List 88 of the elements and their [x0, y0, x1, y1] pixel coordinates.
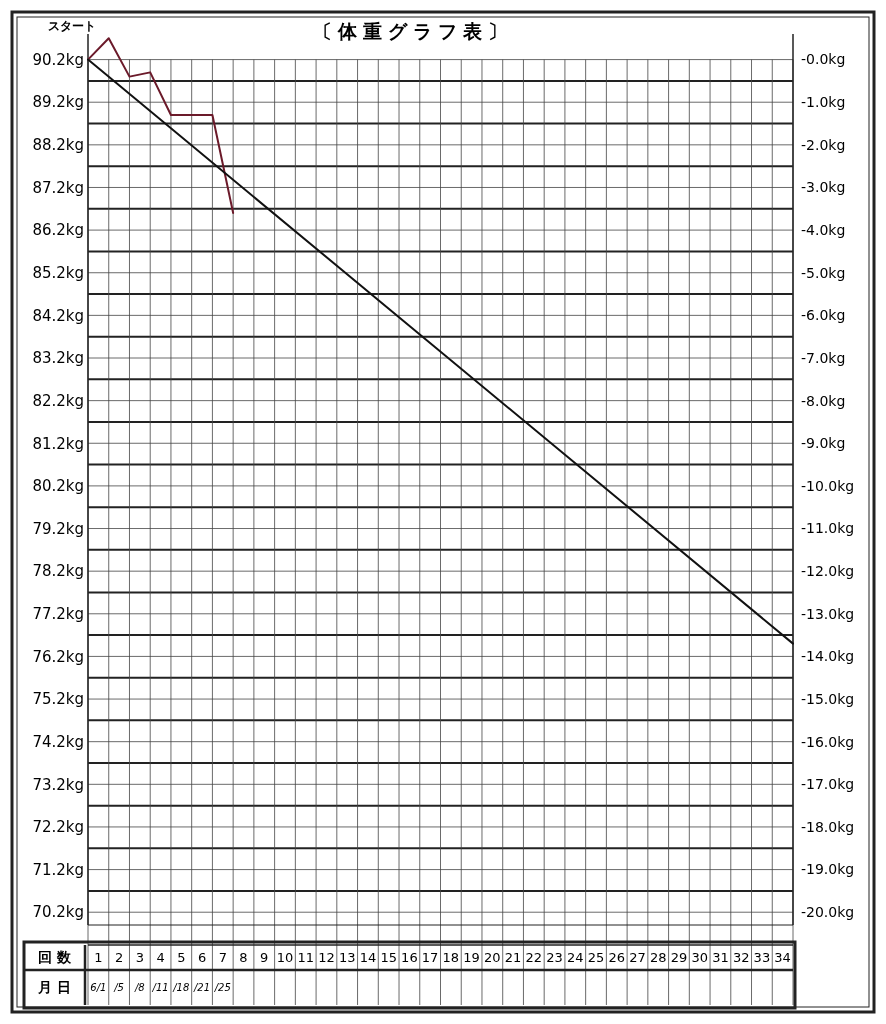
y-tick-label: 76.2kg	[32, 647, 84, 666]
y-tick-label: 73.2kg	[32, 775, 84, 794]
x-tick-label: 33	[753, 950, 771, 966]
x-tick-label: 5	[177, 950, 186, 966]
y-tick-label: 70.2kg	[32, 903, 84, 922]
y-tick-label: 74.2kg	[32, 732, 84, 751]
y2-tick-label: -18.0kg	[801, 818, 855, 835]
x-tick-label: 23	[546, 950, 563, 966]
x-tick-label: 30	[691, 950, 708, 966]
y-tick-label: 86.2kg	[32, 221, 84, 240]
x-tick-label: 20	[484, 950, 501, 966]
x-tick-label: 24	[567, 950, 584, 966]
y-tick-label: 89.2kg	[32, 93, 84, 112]
y-tick-label: 90.2kg	[32, 50, 84, 69]
x-tick-label: 10	[276, 950, 294, 966]
y2-tick-label: -1.0kg	[801, 94, 846, 111]
y2-tick-label: -5.0kg	[801, 264, 846, 281]
y2-tick-label: -10.0kg	[801, 477, 855, 494]
x2-axis-title: 月 日	[37, 979, 71, 996]
x-tick-label: 4	[156, 950, 165, 966]
y2-tick-label: -8.0kg	[801, 392, 846, 409]
y2-tick-label: -3.0kg	[801, 179, 846, 196]
y-tick-label: 75.2kg	[32, 690, 84, 709]
text: /8	[133, 982, 145, 993]
x-tick-label: 21	[504, 950, 522, 966]
y-tick-label: 80.2kg	[32, 477, 84, 496]
y2-tick-label: -0.0kg	[801, 51, 846, 68]
y2-tick-label: -20.0kg	[801, 904, 855, 921]
y2-tick-label: -16.0kg	[801, 733, 855, 750]
y-tick-label: 88.2kg	[32, 136, 84, 155]
y-tick-label: 82.2kg	[32, 391, 84, 410]
y-tick-label: 79.2kg	[32, 519, 84, 538]
text: /18	[172, 982, 190, 993]
y2-tick-label: -9.0kg	[801, 435, 846, 452]
y-tick-label: 85.2kg	[32, 263, 84, 282]
x-tick-label: 1	[94, 950, 103, 966]
x-tick-label: 31	[712, 950, 729, 966]
x-tick-label: 2	[114, 950, 124, 966]
x-tick-label: 19	[463, 950, 480, 966]
x-tick-label: 9	[260, 950, 269, 966]
y2-tick-label: -19.0kg	[801, 861, 855, 878]
x-tick-label: 28	[649, 950, 667, 966]
text: /5	[113, 982, 124, 993]
x-tick-label: 14	[359, 950, 377, 966]
x-tick-label: 13	[338, 950, 356, 966]
x-tick-label: 17	[421, 950, 439, 966]
x-tick-label: 22	[525, 950, 543, 966]
x-tick-label: 11	[297, 950, 314, 966]
line-series	[87, 37, 235, 215]
x-tick-label: 32	[732, 950, 750, 966]
x-tick-label: 15	[380, 950, 397, 966]
x-tick-label: 25	[587, 950, 605, 966]
y2-tick-label: -12.0kg	[801, 563, 855, 580]
text: /21	[193, 982, 211, 993]
y-tick-label: 87.2kg	[32, 178, 84, 197]
x-tick-label: 18	[442, 950, 460, 966]
y-tick-label: 81.2kg	[32, 434, 84, 453]
annotation: スタート	[48, 18, 96, 33]
y-tick-label: 71.2kg	[32, 860, 84, 879]
x-tick-label: 26	[608, 950, 626, 966]
y2-tick-label: -14.0kg	[801, 648, 855, 665]
y2-tick-label: -6.0kg	[801, 307, 846, 324]
y2-tick-label: -2.0kg	[801, 136, 846, 153]
x-tick-label: 16	[401, 950, 418, 966]
y-tick-label: 78.2kg	[32, 562, 84, 581]
text: /11	[151, 982, 169, 993]
x-axis-title: 回 数	[38, 949, 72, 966]
x-tick-label: 12	[318, 950, 335, 966]
x-tick-label: 8	[239, 950, 248, 966]
y-tick-label: 72.2kg	[32, 818, 84, 837]
y-tick-label: 84.2kg	[32, 306, 84, 325]
x-tick-label: 27	[629, 950, 646, 966]
y2-tick-label: -17.0kg	[801, 776, 855, 793]
chart-title: 〔体重グラフ表〕	[313, 20, 513, 42]
x-tick-label: 3	[135, 950, 144, 966]
y2-tick-label: -11.0kg	[801, 520, 855, 537]
y-tick-label: 83.2kg	[32, 349, 84, 368]
y2-tick-label: -15.0kg	[801, 690, 855, 707]
y2-tick-label: -13.0kg	[801, 605, 855, 622]
x-tick-label: 34	[774, 950, 791, 966]
text: /25	[213, 982, 231, 993]
y-tick-label: 77.2kg	[32, 605, 84, 624]
x-tick-label: 29	[670, 950, 688, 966]
text: 6/1	[90, 982, 107, 993]
x-tick-label: 7	[218, 950, 227, 966]
y2-tick-label: -7.0kg	[801, 349, 846, 366]
y2-tick-label: -4.0kg	[801, 222, 846, 239]
x-tick-label: 6	[197, 950, 207, 966]
